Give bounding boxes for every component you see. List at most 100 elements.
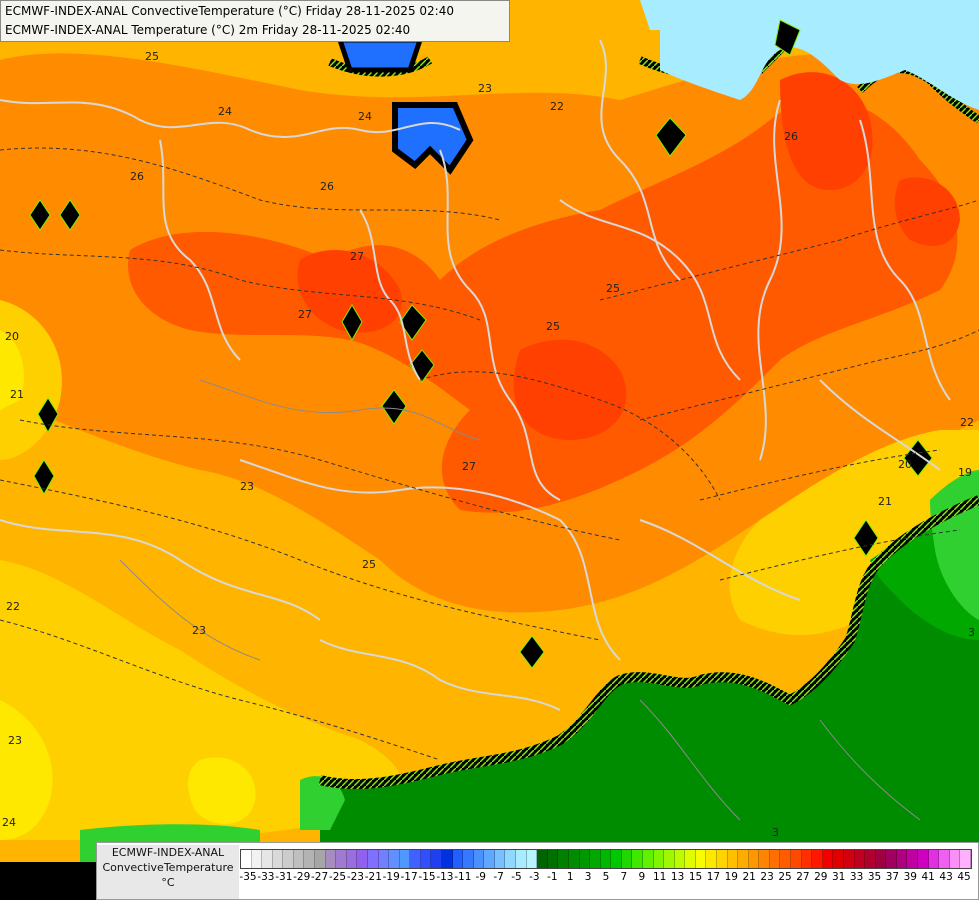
- legend-label-line-3: °C: [161, 876, 175, 889]
- contour-label: 25: [145, 50, 159, 63]
- legend-swatch: [928, 850, 940, 868]
- legend-color-bar: [240, 849, 972, 869]
- green-region: [320, 500, 979, 870]
- legend-label-line-2: ConvectiveTemperature: [102, 861, 234, 874]
- contour-label: 27: [350, 250, 364, 263]
- legend-swatch: [272, 850, 284, 868]
- legend-tick-label: -21: [364, 871, 382, 883]
- legend-tick-label: 27: [796, 871, 810, 883]
- contour-label: 26: [784, 130, 798, 143]
- legend-tick-label: -27: [311, 871, 329, 883]
- legend-tick-label: 7: [620, 871, 628, 883]
- legend-swatch: [579, 850, 591, 868]
- green-light-region: [80, 470, 979, 870]
- legend-swatch: [484, 850, 495, 868]
- cyan-cold-northeast: [660, 0, 979, 110]
- contour-label: 20: [5, 330, 19, 343]
- legend-swatch: [463, 850, 474, 868]
- contour-label: 22: [960, 416, 974, 429]
- legend-swatch: [875, 850, 887, 868]
- contour-label: 24: [358, 110, 372, 123]
- legend-tick-label: -31: [275, 871, 293, 883]
- legend-swatch: [632, 850, 643, 868]
- legend-swatch: [812, 850, 823, 868]
- legend-swatch: [505, 850, 517, 868]
- contour-label: 23: [8, 734, 22, 747]
- legend-tick-label: -19: [382, 871, 400, 883]
- legend-tick-label: -17: [400, 871, 418, 883]
- legend-swatch: [854, 850, 866, 868]
- legend-swatch: [865, 850, 876, 868]
- legend-swatch: [516, 850, 527, 868]
- legend-swatch: [780, 850, 792, 868]
- contour-label: 26: [130, 170, 144, 183]
- cool-west: [0, 300, 402, 840]
- legend-swatch: [886, 850, 897, 868]
- legend-tick-label: 13: [670, 871, 685, 883]
- contour-label: 24: [2, 816, 16, 829]
- legend-tick-label: -3: [529, 871, 540, 883]
- legend-tick-label: -11: [454, 871, 472, 883]
- legend-swatch: [611, 850, 622, 868]
- hottest-region: [297, 72, 961, 440]
- contour-label: 21: [878, 495, 892, 508]
- legend-tick-label: 25: [778, 871, 792, 883]
- color-legend: ECMWF-INDEX-ANAL ConvectiveTemperature °…: [96, 842, 979, 900]
- legend-swatch: [695, 850, 707, 868]
- legend-swatch: [949, 850, 961, 868]
- legend-swatch: [918, 850, 929, 868]
- legend-swatch: [389, 850, 400, 868]
- legend-tick-label: 33: [849, 871, 864, 883]
- legend-tick-label: 45: [957, 871, 971, 883]
- legend-swatch: [791, 850, 802, 868]
- legend-swatch: [685, 850, 696, 868]
- title-line-1: ECMWF-INDEX-ANAL ConvectiveTemperature (…: [5, 4, 454, 18]
- legend-tick-label: -13: [436, 871, 454, 883]
- legend-swatch: [653, 850, 665, 868]
- legend-tick-label: -35: [239, 871, 257, 883]
- legend-swatch: [558, 850, 569, 868]
- legend-swatch: [621, 850, 633, 868]
- legend-swatch: [325, 850, 337, 868]
- hatched-boundary-south: [318, 495, 979, 790]
- contour-label: 25: [606, 282, 620, 295]
- contour-label: 23: [192, 624, 206, 637]
- legend-swatch: [410, 850, 421, 868]
- legend-tick-label: 9: [638, 871, 646, 883]
- legend-tick-label: 41: [921, 871, 935, 883]
- legend-swatch: [769, 850, 781, 868]
- cool-east: [729, 430, 979, 635]
- legend-label: ECMWF-INDEX-ANAL ConvectiveTemperature °…: [97, 845, 239, 899]
- legend-tick-label: -7: [493, 871, 504, 883]
- contour-label: 25: [546, 320, 560, 333]
- blue-cold-top: [336, 37, 424, 73]
- hot-region: [128, 99, 958, 513]
- legend-tick-label: -5: [511, 871, 522, 883]
- legend-swatch: [907, 850, 918, 868]
- legend-swatch: [896, 850, 908, 868]
- legend-tick-labels: -35 -33 -31 -29 -27 -25 -23 -21 -19 -17 -15 -13 -11-…: [239, 871, 972, 889]
- legend-swatch: [833, 850, 844, 868]
- contour-label: 27: [298, 308, 312, 321]
- contour-label: 22: [6, 600, 20, 613]
- legend-swatch: [939, 850, 950, 868]
- legend-swatch: [801, 850, 813, 868]
- legend-swatch: [251, 850, 263, 868]
- legend-swatch: [399, 850, 411, 868]
- legend-swatch: [336, 850, 347, 868]
- legend-tick-label: 1: [566, 871, 574, 883]
- contour-label: 3: [772, 826, 779, 839]
- contour-label: 27: [462, 460, 476, 473]
- legend-swatch: [843, 850, 855, 868]
- contour-label: 21: [10, 388, 24, 401]
- legend-tick-label: 39: [903, 871, 917, 883]
- legend-tick-label: -25: [328, 871, 347, 883]
- legend-tick-label: 15: [688, 871, 703, 883]
- legend-tick-label: 5: [602, 871, 610, 883]
- legend-swatch: [241, 850, 252, 868]
- contour-label: 26: [320, 180, 334, 193]
- legend-swatch: [452, 850, 464, 868]
- contour-lines: [0, 147, 979, 761]
